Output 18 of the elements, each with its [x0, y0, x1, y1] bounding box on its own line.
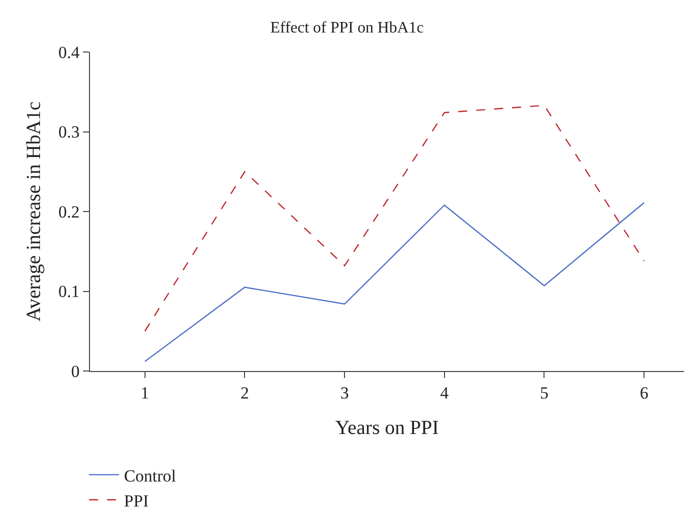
x-tick-label: 2	[240, 383, 249, 402]
line-series	[144, 202, 645, 362]
y-tick-label: 0.1	[58, 282, 80, 302]
y-axis-title: Average increase in HbA1c	[22, 101, 45, 322]
y-tick-label: 0.3	[58, 122, 80, 142]
legend-label: Control	[124, 466, 176, 486]
line-series	[144, 104, 645, 332]
legend-label: PPI	[124, 491, 149, 510]
x-axis-title: Years on PPI	[335, 416, 439, 439]
x-tick-label: 6	[640, 383, 648, 402]
y-tick-label: 0.4	[58, 42, 80, 62]
chart-title: Effect of PPI on HbA1c	[270, 19, 424, 36]
x-tick-label: 3	[340, 383, 349, 402]
y-tick-label: 0.2	[58, 202, 80, 222]
x-tick-label: 4	[440, 383, 450, 402]
y-tick-label: 0	[71, 362, 80, 381]
x-tick-label: 1	[140, 383, 150, 402]
x-tick-label: 5	[540, 383, 548, 402]
